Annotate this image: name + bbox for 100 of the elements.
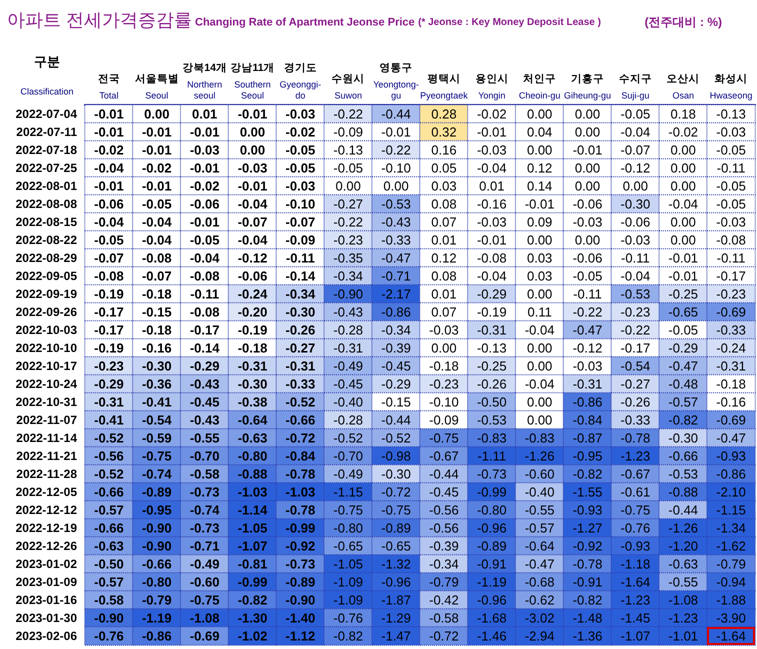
y-tick-label: 2022-09-05 [16,269,78,283]
y-tick-label: 2022-09-26 [16,305,78,319]
data-label: -0.88 [238,466,268,482]
data-label: -0.42 [429,592,459,608]
y-tick-label: 2022-08-29 [16,251,78,265]
y-tick-label: 2022-12-05 [16,485,78,499]
data-label: -0.47 [524,556,554,572]
data-label: -0.22 [620,322,650,338]
data-label: -0.11 [573,286,602,302]
data-label: -0.15 [381,394,411,410]
data-label: -0.27 [333,196,364,212]
data-label: -0.01 [476,232,507,248]
data-label: -0.57 [94,574,124,590]
data-label: -0.01 [572,142,602,158]
data-label: -0.06 [238,268,268,284]
data-label: 0.03 [526,268,552,284]
x-tick-label: 전국 Total [98,73,120,100]
data-label: -0.58 [94,592,124,608]
data-label: -0.12 [238,250,268,266]
data-label: -0.80 [476,502,507,518]
data-label: -1.47 [381,628,411,644]
data-label: -1.02 [238,628,268,644]
data-label: -0.18 [716,376,746,392]
data-label: -0.75 [429,430,459,446]
data-label: -0.01 [94,178,124,194]
x-tick-label: 수원시 Suwon [332,73,365,100]
data-label: -1.27 [572,520,602,536]
data-label: -0.03 [716,214,746,230]
data-label: -0.93 [716,448,746,464]
data-label: -0.72 [381,484,411,500]
data-label: -0.30 [142,358,172,374]
data-label: 0.00 [670,142,696,158]
y-tick-label: 2023-01-02 [16,557,78,571]
data-label: -0.72 [429,628,459,644]
data-label: -0.76 [333,610,364,626]
data-label: -0.33 [381,232,411,248]
data-label: 0.00 [574,232,600,248]
data-label: -0.43 [190,376,220,392]
data-label: 0.16 [431,142,457,158]
data-label: -0.08 [190,268,220,284]
data-label: -0.96 [476,592,507,608]
data-label: -0.05 [620,106,650,122]
data-label: -1.36 [572,628,602,644]
data-label: -0.01 [94,106,124,122]
data-label: -1.45 [620,610,650,626]
data-label: -0.10 [286,196,316,212]
data-label: -0.14 [190,340,220,356]
data-label: 0.00 [670,160,696,176]
data-label: -0.40 [524,484,554,500]
data-label: -0.01 [142,124,172,140]
data-label: -0.39 [429,538,459,554]
data-label: -2.94 [524,628,554,644]
data-label: -0.99 [476,484,507,500]
data-label: -0.08 [94,268,124,284]
data-label: -0.67 [429,448,459,464]
x-tick-label: 오산시 Osan [666,73,700,100]
data-label: -0.89 [476,538,507,554]
data-label: -0.09 [333,124,364,140]
data-label: -0.31 [716,358,746,374]
data-label: -0.22 [381,142,411,158]
data-label: -0.05 [142,196,172,212]
data-label: -0.02 [668,124,698,140]
data-label: -0.31 [286,358,316,374]
y-tick-label: 2022-07-25 [16,161,78,175]
data-label: -0.88 [668,484,698,500]
data-label: -0.13 [716,106,746,122]
data-label: 0.00 [670,178,696,194]
data-label: 0.00 [383,178,409,194]
data-label: -0.56 [429,502,459,518]
data-label: -0.25 [476,358,507,374]
data-label: -0.68 [524,574,554,590]
data-label: -0.69 [716,304,746,320]
y-tick-label: 2022-10-31 [16,395,78,409]
data-label: -0.12 [620,160,650,176]
data-label: -1.18 [620,556,650,572]
data-label: 0.00 [526,394,552,410]
data-label: -0.75 [620,502,650,518]
data-label: -1.07 [238,538,268,554]
data-label: -0.04 [524,376,554,392]
data-label: -0.60 [190,574,220,590]
data-label: -0.74 [190,502,220,518]
x-tick-label: 용인시 Yongin [475,73,508,100]
x-tick-label: 강남11개 Southern Seoul [230,62,275,100]
data-label: -0.05 [668,322,698,338]
data-label: -0.79 [142,592,172,608]
data-label: -0.79 [716,556,746,572]
data-label: -0.02 [286,124,316,140]
data-label: 0.00 [431,340,457,356]
data-label: -0.72 [286,430,316,446]
data-label: -0.25 [668,286,698,302]
data-label: -0.70 [190,448,220,464]
data-label: -0.91 [572,574,602,590]
data-label: -1.20 [668,538,698,554]
x-tick-label: 경기도 Gyeonggi-do [280,62,322,100]
data-label: -0.04 [142,232,172,248]
data-label: -0.17 [94,304,124,320]
data-label: -0.99 [238,574,268,590]
data-label: -0.44 [381,106,411,122]
data-label: -0.34 [381,322,411,338]
data-label: -0.52 [94,430,124,446]
